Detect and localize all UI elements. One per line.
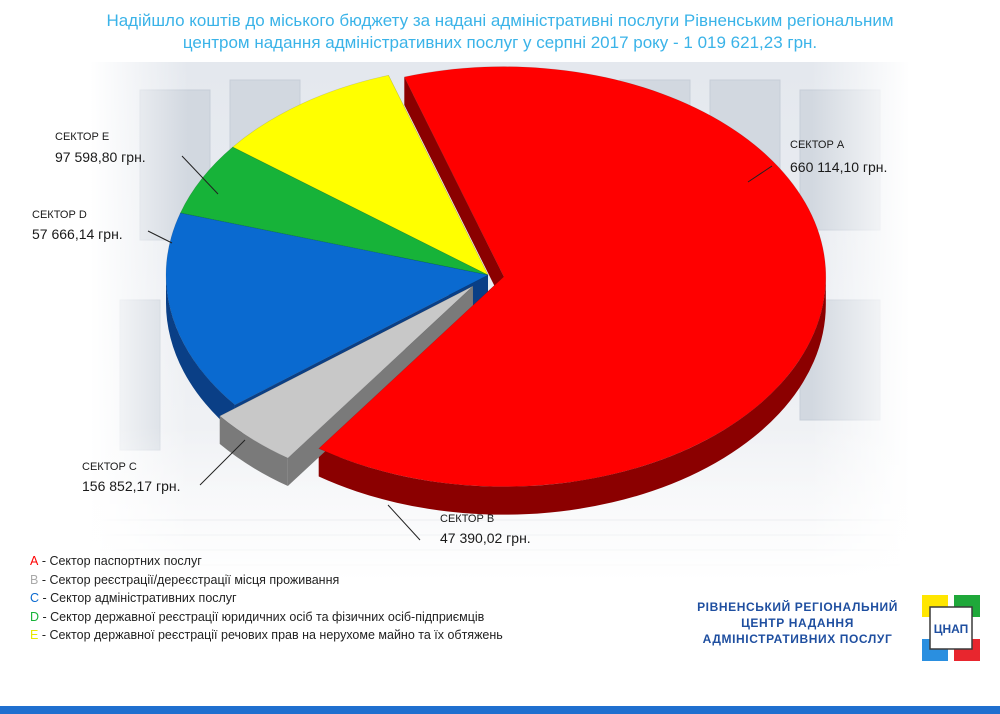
pie-slice-e: [232, 74, 489, 276]
logo-text: ЦНАП: [934, 622, 969, 636]
pie-slice-wall: [404, 76, 504, 305]
callout-line: [147, 230, 173, 244]
chart-title: Надійшло коштів до міського бюджету за н…: [40, 10, 960, 54]
bottom-bar: [0, 706, 1000, 714]
pie-slice-a: [318, 66, 827, 487]
pie-slice-edge: [318, 276, 826, 515]
legend-item-letter: С: [30, 591, 40, 605]
callout-sector-name: СЕКТОР С: [82, 461, 137, 473]
callout-labels: СЕКТОР А 660 114,10 грн. СЕКТОР В 47 390,02…: [32, 131, 887, 546]
legend-item-text: - Сектор адміністративних послуг: [39, 591, 237, 605]
chart-title-line-2: центром надання адміністративних послуг …: [182, 33, 818, 52]
callout-lines: [147, 155, 773, 541]
callout-sector-name: СЕКТОР В: [440, 513, 494, 525]
legend-item: D - Сектор державної реєстрації юридични…: [30, 608, 503, 627]
organization-name-line-3: АДМІНІСТРАТИВНИХ ПОСЛУГ: [702, 632, 893, 646]
callout-line: [181, 155, 219, 195]
legend-item-letter: В: [30, 572, 39, 587]
callout-sector-name: СЕКТОР D: [32, 209, 87, 221]
pie-slice-edge: [166, 275, 235, 433]
callout-line: [747, 165, 773, 183]
legend-item: С - Сектор адміністративних послуг: [30, 589, 503, 608]
callout-sector-name: СЕКТОР А: [790, 139, 845, 151]
callout-value: 97 598,80 грн.: [55, 149, 146, 165]
callout-value: 57 666,14 грн.: [32, 226, 123, 242]
organization-name: РІВНЕНСЬКИЙ РЕГІОНАЛЬНИЙ ЦЕНТР НАДАННЯ А…: [680, 599, 915, 647]
pie-slice-d: [179, 146, 489, 276]
callout-line: [199, 439, 246, 486]
legend-item-letter: Е: [30, 628, 39, 642]
legend: А - Сектор паспортних послуг В - Сектор р…: [30, 552, 503, 645]
chart-title-line-1: Надійшло коштів до міського бюджету за н…: [106, 11, 894, 30]
legend-item-text: - Сектор паспортних послуг: [38, 554, 202, 568]
cnap-logo-icon: ЦНАП: [922, 595, 980, 661]
callout-sector-name: СЕКТОР Е: [55, 131, 109, 143]
pie-slice-edge: [219, 416, 288, 487]
organization-name-line-1: РІВНЕНСЬКИЙ РЕГІОНАЛЬНИЙ: [697, 600, 898, 614]
legend-item-text: - Сектор реєстрації/дереєстрації місця п…: [38, 572, 340, 587]
callout-value: 156 852,17 грн.: [82, 478, 180, 494]
legend-item: А - Сектор паспортних послуг: [30, 552, 503, 571]
legend-item: Е - Сектор державної реєстрації речових …: [30, 626, 503, 645]
legend-item: В - Сектор реєстрації/дереєстрації місця…: [30, 571, 503, 590]
legend-item-letter: D: [30, 609, 40, 624]
legend-item-text: - Сектор державної реєстрації юридичних …: [39, 609, 485, 624]
legend-item-letter: А: [30, 554, 39, 568]
callout-line: [387, 504, 421, 541]
organization-name-line-2: ЦЕНТР НАДАННЯ: [741, 616, 854, 630]
callout-value: 660 114,10 грн.: [790, 159, 887, 175]
pie-slice-b: [219, 285, 474, 459]
pie-tops: [165, 66, 827, 487]
legend-item-text: - Сектор державної реєстрації речових пр…: [38, 628, 503, 642]
pie-slice-c: [165, 212, 489, 406]
callout-value: 47 390,02 грн.: [440, 530, 531, 546]
